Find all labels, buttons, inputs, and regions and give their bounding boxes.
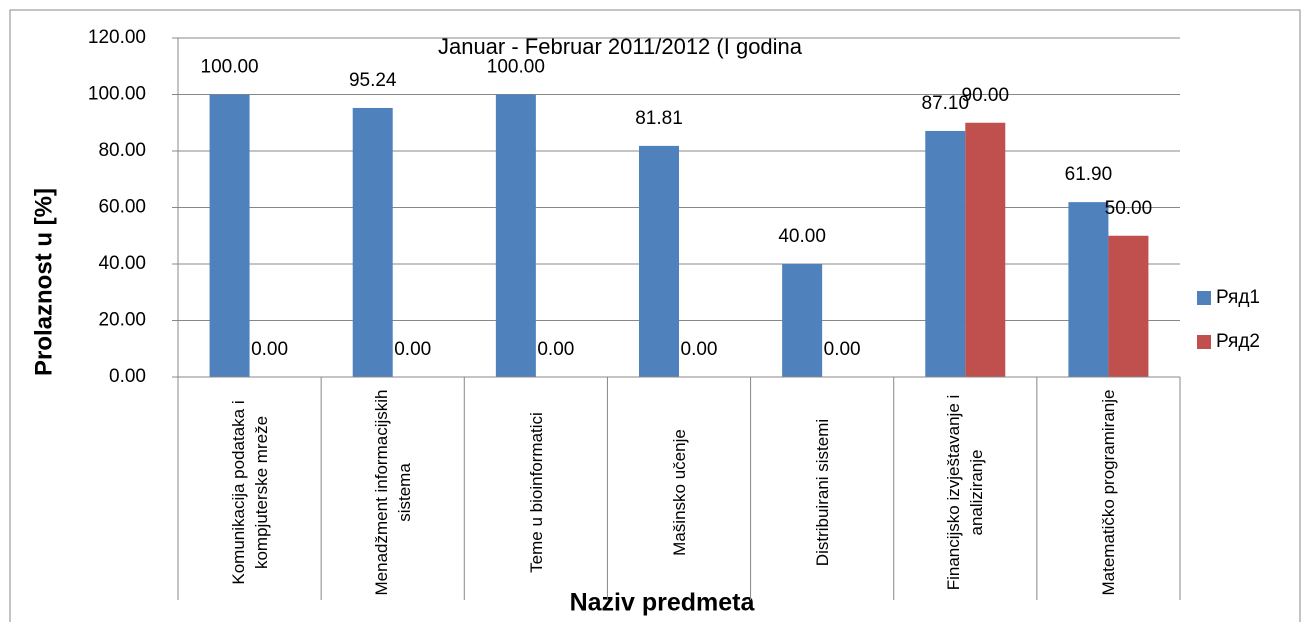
bar (925, 130, 966, 377)
bar (352, 107, 393, 378)
bar (209, 94, 250, 377)
value-label: 0.00 (394, 339, 431, 360)
x-tick-label: Matematičko programiranje (1098, 389, 1118, 596)
value-label: 0.00 (681, 339, 718, 360)
x-tick-label: Komunikacija podataka i kompjuterske mre… (228, 400, 271, 585)
value-label: 40.00 (778, 226, 826, 247)
value-label: 90.00 (962, 85, 1010, 106)
x-tick-label: Financijsko izvještavanje i analiziranje (944, 394, 987, 591)
bar (1108, 235, 1149, 377)
bar (495, 94, 536, 377)
y-tick-label: 20.00 (98, 310, 146, 331)
value-label: 87.10 (922, 93, 970, 114)
x-axis-label: Naziv predmeta (570, 589, 756, 617)
value-label: 50.00 (1105, 198, 1153, 219)
x-tick-label: Mašinsko učenje (669, 429, 689, 556)
value-label: 81.81 (635, 108, 683, 129)
bar (639, 145, 679, 377)
x-tick-label: Menadžment informacijskih sistema (371, 389, 414, 596)
y-tick-label: 100.00 (88, 84, 146, 105)
y-tick-label: 60.00 (98, 197, 146, 218)
legend-swatch (1197, 335, 1211, 349)
value-label: 0.00 (251, 339, 288, 360)
value-label: 100.00 (487, 57, 545, 78)
y-tick-label: 0.00 (109, 366, 146, 387)
x-tick-label: Distribuirani sistemi (812, 418, 832, 567)
y-tick-label: 80.00 (98, 140, 146, 161)
legend-label: Ряд1 (1216, 287, 1260, 308)
value-label: 95.24 (349, 70, 397, 91)
legend-swatch (1197, 291, 1211, 305)
legend-label: Ряд2 (1216, 331, 1260, 352)
y-tick-label: 40.00 (98, 253, 146, 274)
chart-border (9, 9, 1301, 622)
bar (782, 264, 823, 377)
value-label: 100.00 (201, 57, 259, 78)
value-label: 61.90 (1065, 164, 1113, 185)
x-tick-label: Teme u bioinformatici (526, 412, 546, 573)
y-tick-label: 120.00 (88, 27, 146, 48)
value-label: 0.00 (537, 339, 574, 360)
y-axis-label: Prolaznost u [%] (30, 188, 57, 376)
bar (1068, 202, 1109, 377)
value-label: 0.00 (824, 339, 861, 360)
bar (965, 122, 1006, 377)
